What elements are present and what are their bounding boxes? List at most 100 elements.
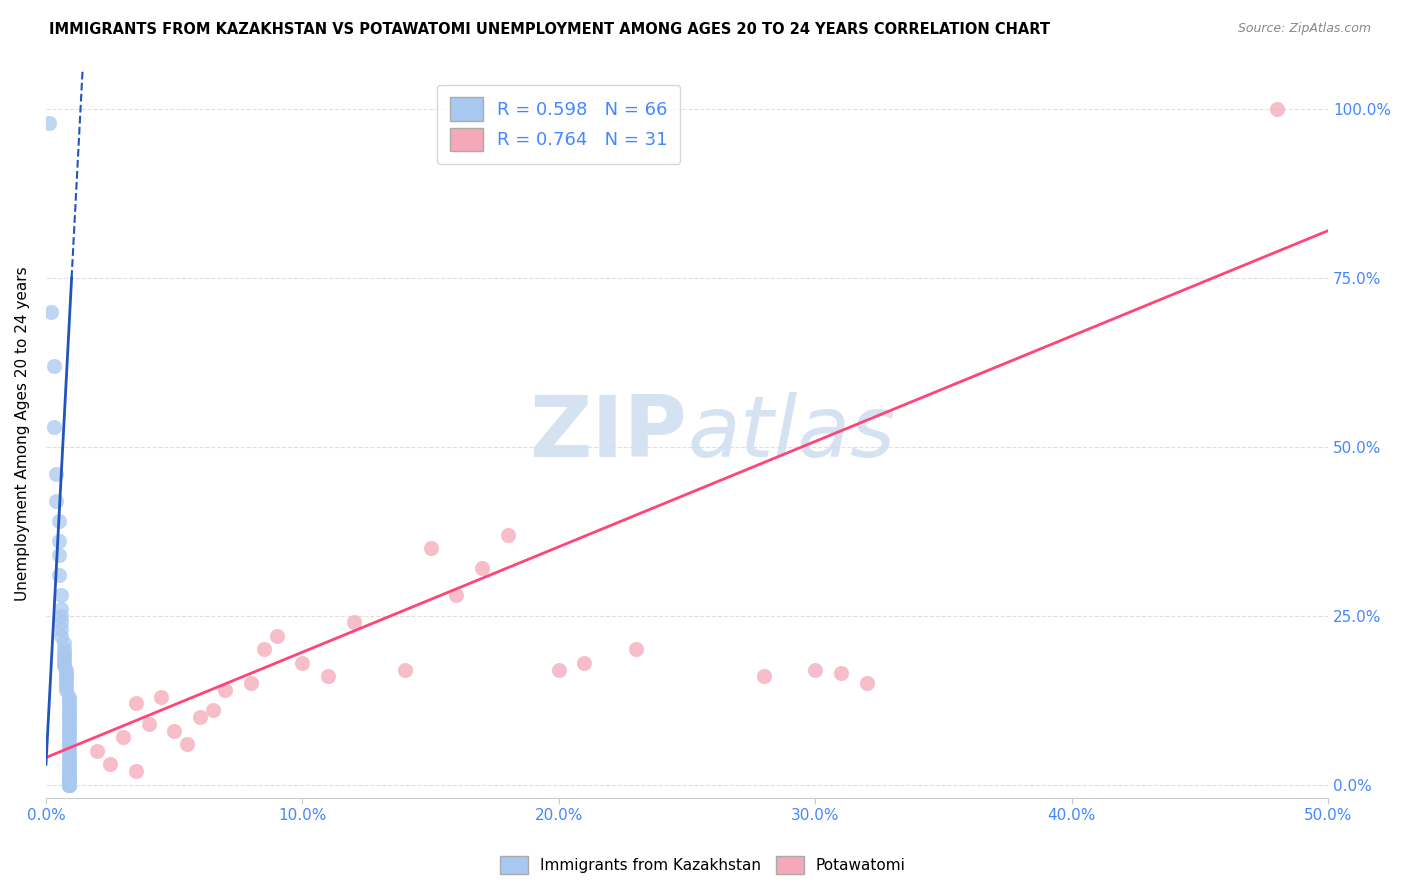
Point [55,676,77,690]
Point [58,767,80,781]
Point [48,568,70,582]
Text: IMMIGRANTS FROM KAZAKHSTAN VS POTAWATOMI UNEMPLOYMENT AMONG AGES 20 TO 24 YEARS : IMMIGRANTS FROM KAZAKHSTAN VS POTAWATOMI… [49,22,1050,37]
Point [138,716,160,731]
Point [855,676,877,690]
Point [291,656,314,670]
Point [419,541,441,555]
Point [52,646,75,660]
Point [51,622,73,636]
Point [58,777,80,791]
Point [98,757,121,772]
Point [58,750,80,764]
Point [42,359,65,373]
Point [125,697,148,711]
Point [58,778,80,792]
Point [58,747,80,761]
Point [58,716,80,731]
Point [804,663,827,677]
Point [58,778,80,792]
Point [446,589,468,603]
Point [201,703,224,717]
Point [163,723,186,738]
Point [48,548,70,562]
Point [547,663,569,677]
Point [496,527,519,541]
Y-axis label: Unemployment Among Ages 20 to 24 years: Unemployment Among Ages 20 to 24 years [15,266,30,600]
Point [111,731,134,745]
Point [48,534,70,549]
Point [51,602,73,616]
Point [624,642,647,657]
Point [58,761,80,775]
Point [58,773,80,788]
Point [58,714,80,728]
Legend: Immigrants from Kazakhstan, Potawatomi: Immigrants from Kazakhstan, Potawatomi [494,850,912,880]
Point [58,754,80,768]
Point [45,467,67,481]
Point [58,690,80,704]
Point [253,642,276,657]
Point [58,720,80,734]
Point [52,636,75,650]
Point [58,772,80,786]
Point [52,652,75,666]
Point [58,733,80,747]
Point [752,669,775,683]
Point [55,680,77,694]
Point [394,663,416,677]
Point [58,699,80,714]
Point [266,629,288,643]
Point [39,304,62,318]
Point [51,608,73,623]
Point [86,744,108,758]
Point [240,676,263,690]
Point [48,514,70,528]
Point [188,710,211,724]
Point [58,778,80,792]
Point [51,629,73,643]
Point [38,115,60,129]
Point [52,659,75,673]
Point [52,642,75,657]
Point [55,663,77,677]
Point [58,778,80,792]
Point [58,771,80,785]
Point [58,744,80,758]
Point [58,703,80,717]
Point [58,737,80,751]
Point [214,683,236,698]
Point [343,615,366,630]
Point [58,731,80,745]
Text: Source: ZipAtlas.com: Source: ZipAtlas.com [1237,22,1371,36]
Point [52,649,75,664]
Point [58,693,80,707]
Legend: R = 0.598   N = 66, R = 0.764   N = 31: R = 0.598 N = 66, R = 0.764 N = 31 [437,85,681,164]
Point [176,737,198,751]
Point [42,419,65,434]
Point [55,666,77,681]
Point [51,615,73,630]
Point [58,778,80,792]
Point [58,764,80,778]
Point [55,673,77,687]
Text: atlas: atlas [688,392,896,475]
Point [58,697,80,711]
Point [316,669,339,683]
Point [1265,102,1288,116]
Point [574,656,596,670]
Point [45,493,67,508]
Point [58,740,80,755]
Point [125,764,148,778]
Text: ZIP: ZIP [529,392,688,475]
Point [58,706,80,721]
Point [58,723,80,738]
Point [150,690,173,704]
Point [58,778,80,792]
Point [51,589,73,603]
Point [830,666,852,681]
Point [58,710,80,724]
Point [52,656,75,670]
Point [471,561,494,575]
Point [58,776,80,790]
Point [55,669,77,683]
